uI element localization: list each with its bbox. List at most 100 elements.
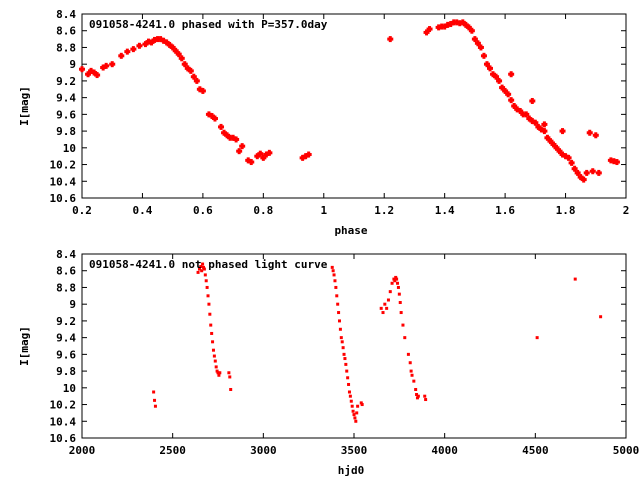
- y-tick-label: 8.6: [56, 25, 76, 38]
- data-point: [538, 126, 545, 133]
- y-tick-label: 10.4: [50, 415, 77, 428]
- data-point: [302, 153, 309, 160]
- data-point: [239, 143, 246, 150]
- data-point: [340, 340, 344, 344]
- x-tick-label: 2: [623, 204, 630, 217]
- data-point: [385, 306, 389, 310]
- data-point: [409, 369, 413, 373]
- data-point: [218, 123, 225, 130]
- data-point: [230, 134, 237, 141]
- data-point: [392, 277, 396, 281]
- data-point: [508, 71, 515, 78]
- data-point: [483, 61, 490, 68]
- y-tick-label: 9.6: [56, 348, 76, 361]
- data-point: [210, 331, 214, 335]
- data-point: [423, 394, 427, 398]
- x-tick-label: 0.2: [72, 204, 92, 217]
- data-point: [477, 44, 484, 51]
- data-point: [154, 36, 161, 43]
- data-point: [529, 118, 536, 125]
- y-tick-label: 10.2: [50, 399, 77, 412]
- data-point: [344, 362, 348, 366]
- data-point: [401, 323, 405, 327]
- data-point: [414, 387, 418, 391]
- data-point: [559, 151, 566, 158]
- x-tick-label: 1.2: [374, 204, 394, 217]
- data-point: [574, 169, 581, 176]
- data-point: [447, 21, 454, 28]
- y-tick-label: 9.8: [56, 125, 76, 138]
- data-point: [160, 37, 167, 44]
- data-point: [338, 327, 342, 331]
- data-point: [459, 19, 466, 26]
- data-point: [172, 47, 179, 54]
- data-point: [541, 121, 548, 128]
- data-point: [332, 273, 336, 277]
- data-point: [199, 265, 203, 269]
- x-tick-labels: 2000 2500 3000 3500 4000 4500 5000: [69, 444, 640, 457]
- data-point: [541, 128, 548, 135]
- x-tick-label: 1.8: [556, 204, 576, 217]
- data-point: [199, 87, 206, 94]
- x-tick-label: 2000: [69, 444, 96, 457]
- data-point: [517, 108, 524, 115]
- data-point: [85, 71, 92, 78]
- data-point: [94, 72, 101, 79]
- axis-ticks: [81, 13, 627, 199]
- data-point: [397, 292, 401, 296]
- data-point: [424, 398, 428, 402]
- data-point: [208, 312, 212, 316]
- data-point: [347, 390, 351, 394]
- data-point: [227, 134, 234, 141]
- x-tick-label: 3500: [341, 444, 368, 457]
- data-point: [354, 419, 358, 423]
- data-point: [412, 379, 416, 383]
- axis-ticks: [81, 253, 627, 439]
- data-point: [532, 119, 539, 126]
- y-tick-label: 10.6: [50, 192, 77, 205]
- data-point: [577, 174, 584, 181]
- data-point: [215, 369, 219, 373]
- data-point: [218, 371, 222, 375]
- data-point: [580, 176, 587, 183]
- data-point: [118, 52, 125, 59]
- y-tick-label: 10.2: [50, 159, 77, 172]
- data-point: [496, 77, 503, 84]
- data-point: [595, 169, 602, 176]
- data-points: [79, 19, 620, 183]
- data-point: [399, 311, 403, 315]
- data-point: [394, 275, 398, 279]
- data-point: [198, 267, 202, 271]
- data-point: [213, 359, 217, 363]
- data-point: [388, 290, 392, 294]
- data-point: [562, 153, 569, 160]
- data-point: [520, 111, 527, 118]
- data-point: [221, 129, 228, 136]
- data-point: [493, 73, 500, 80]
- data-point: [337, 311, 341, 315]
- data-point: [349, 399, 353, 403]
- x-tick-label: 4500: [522, 444, 549, 457]
- data-point: [124, 48, 131, 55]
- data-point: [334, 285, 338, 289]
- data-point: [502, 87, 509, 94]
- y-tick-label: 10: [63, 142, 76, 155]
- y-tick-label: 9.2: [56, 75, 76, 88]
- data-point: [613, 159, 620, 166]
- data-point: [136, 42, 143, 49]
- data-point: [148, 39, 155, 46]
- data-point: [544, 134, 551, 141]
- data-point: [423, 29, 430, 36]
- data-point: [175, 51, 182, 58]
- y-tick-label: 9.6: [56, 108, 76, 121]
- data-point: [200, 269, 204, 273]
- data-point: [206, 294, 210, 298]
- x-tick-label: 1.4: [435, 204, 455, 217]
- data-point: [333, 279, 337, 283]
- data-point: [196, 86, 203, 93]
- data-point: [589, 168, 596, 175]
- data-point: [499, 84, 506, 91]
- data-point: [345, 369, 349, 373]
- y-tick-label: 8.8: [56, 281, 76, 294]
- data-point: [211, 340, 215, 344]
